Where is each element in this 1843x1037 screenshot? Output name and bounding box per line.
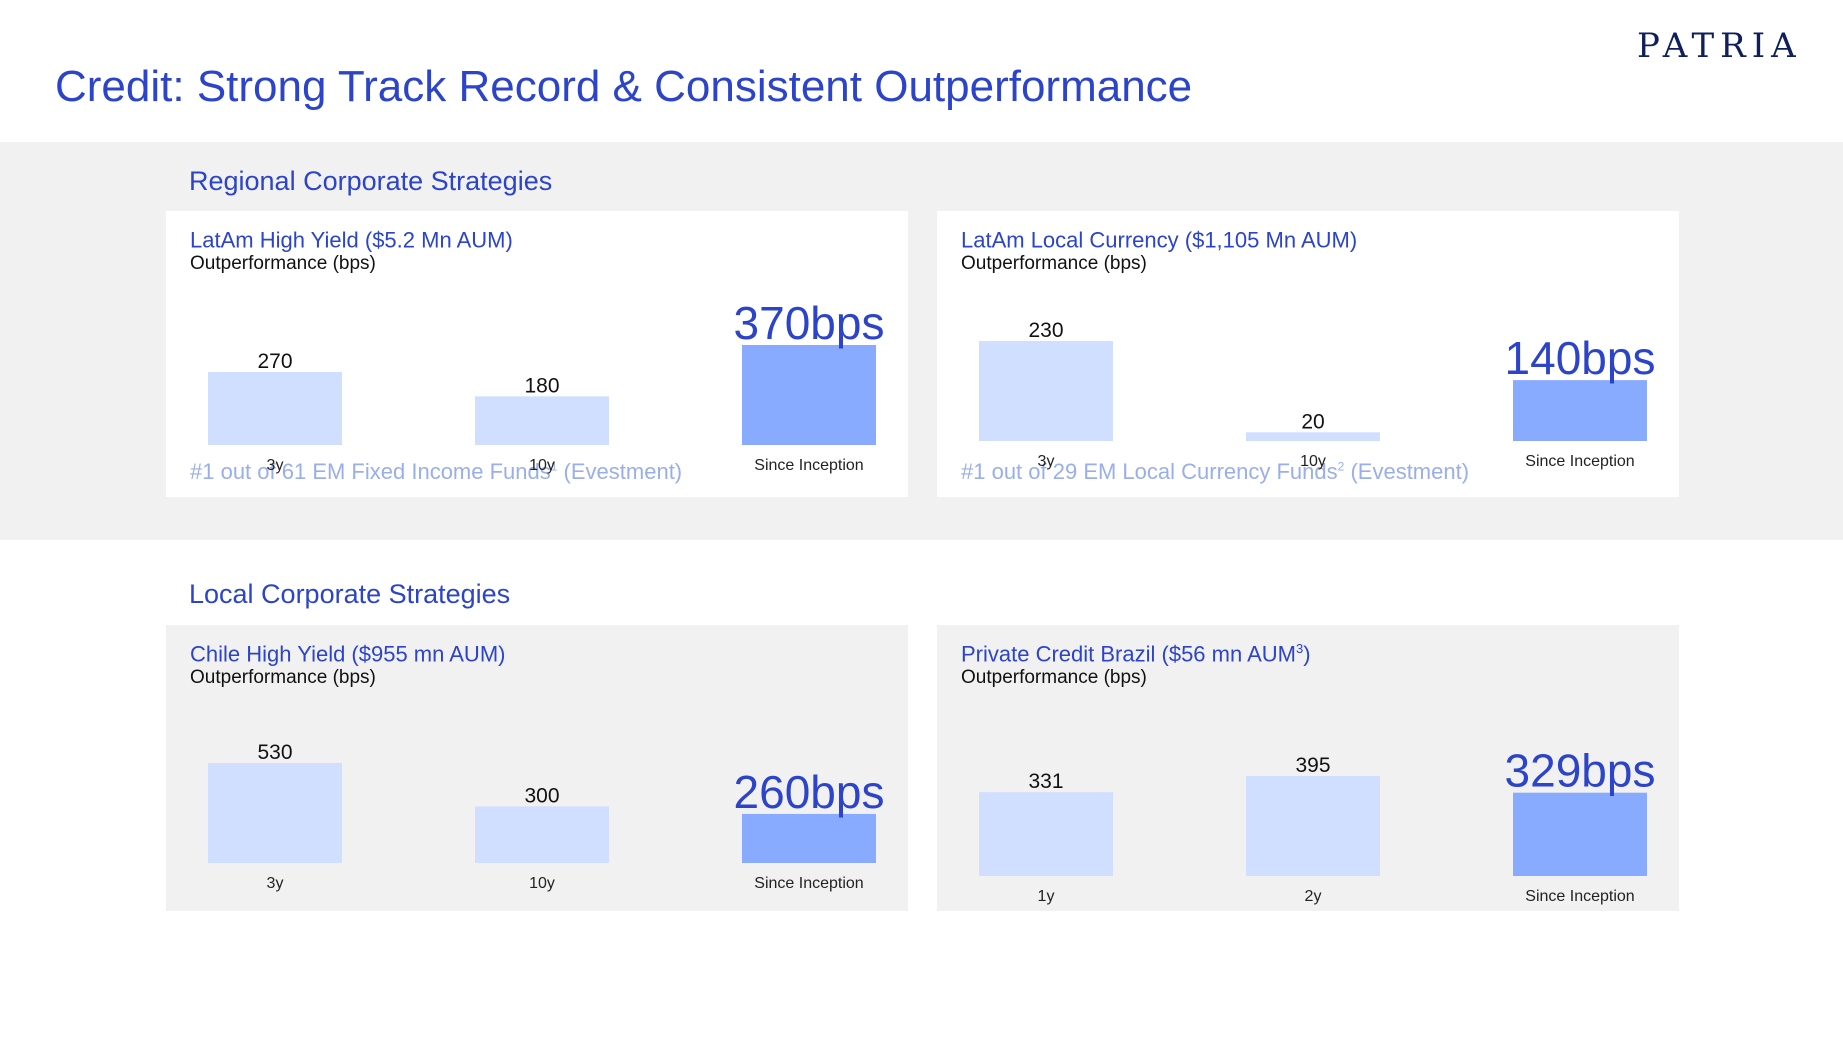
bar-3y bbox=[208, 372, 342, 445]
card-latam-high-yield: LatAm High Yield ($5.2 Mn AUM) Outperfor… bbox=[166, 211, 908, 497]
card-title: Private Credit Brazil ($56 mn AUM3) bbox=[961, 641, 1311, 667]
patria-logo: PATRIA bbox=[1637, 26, 1802, 66]
bar-2y bbox=[1246, 776, 1380, 876]
category-label: 3y bbox=[267, 875, 284, 892]
bar-since-inception bbox=[742, 345, 876, 445]
card-chile-high-yield: Chile High Yield ($955 mn AUM) Outperfor… bbox=[166, 625, 908, 911]
data-label: 230 bbox=[1028, 319, 1063, 342]
section-title-local: Local Corporate Strategies bbox=[189, 579, 511, 609]
data-label: 20 bbox=[1301, 410, 1324, 433]
category-label: 10y bbox=[1300, 453, 1326, 470]
card-latam-local-currency: LatAm Local Currency ($1,105 Mn AUM) Out… bbox=[937, 211, 1679, 497]
bar-since-inception bbox=[1513, 380, 1647, 441]
bar-10y bbox=[475, 806, 609, 863]
data-label: 395 bbox=[1295, 754, 1330, 777]
card-subtitle: Outperformance (bps) bbox=[961, 667, 1147, 688]
category-label: Since Inception bbox=[1525, 453, 1634, 470]
card-title: Chile High Yield ($955 mn AUM) bbox=[190, 641, 506, 667]
category-label: Since Inception bbox=[1525, 888, 1634, 905]
data-label: 331 bbox=[1028, 770, 1063, 793]
bar-10y bbox=[475, 396, 609, 445]
category-label: Since Inception bbox=[754, 875, 863, 892]
data-label: 329bps bbox=[1505, 745, 1656, 797]
category-label: 1y bbox=[1038, 888, 1055, 905]
data-label: 370bps bbox=[734, 297, 885, 349]
bar-since-inception bbox=[742, 813, 876, 863]
card-subtitle: Outperformance (bps) bbox=[190, 253, 376, 274]
bar-1y bbox=[979, 792, 1113, 876]
data-label: 260bps bbox=[734, 766, 885, 818]
data-label: 300 bbox=[524, 784, 559, 807]
section-title-regional: Regional Corporate Strategies bbox=[189, 166, 553, 196]
bar-10y bbox=[1246, 432, 1380, 441]
bar-chart: 270 3y 180 10y 370bps Since Inception bbox=[208, 297, 885, 474]
card-footnote: #1 out of 29 EM Local Currency Funds2 (E… bbox=[961, 459, 1470, 484]
category-label: 10y bbox=[529, 457, 555, 474]
card-subtitle: Outperformance (bps) bbox=[961, 253, 1147, 274]
card-private-credit-brazil: Private Credit Brazil ($56 mn AUM3) Outp… bbox=[937, 625, 1679, 911]
category-label: 10y bbox=[529, 875, 555, 892]
bar-chart: 230 3y 20 10y 140bps Since Inception bbox=[979, 319, 1656, 470]
bar-chart: 530 3y 300 10y 260bps Since Inception bbox=[208, 741, 885, 892]
page-title: Credit: Strong Track Record & Consistent… bbox=[55, 62, 1193, 111]
bar-3y bbox=[208, 763, 342, 863]
data-label: 530 bbox=[257, 741, 292, 764]
bar-chart: 331 1y 395 2y 329bps Since Inception bbox=[979, 745, 1656, 905]
bar-since-inception bbox=[1513, 792, 1647, 876]
card-title: LatAm High Yield ($5.2 Mn AUM) bbox=[190, 227, 513, 253]
category-label: 2y bbox=[1305, 888, 1322, 905]
card-footnote: #1 out of 61 EM Fixed Income Funds1 (Eve… bbox=[190, 459, 683, 484]
data-label: 180 bbox=[524, 374, 559, 397]
category-label: Since Inception bbox=[754, 457, 863, 474]
bar-3y bbox=[979, 341, 1113, 441]
data-label: 270 bbox=[257, 350, 292, 373]
card-title: LatAm Local Currency ($1,105 Mn AUM) bbox=[961, 227, 1358, 253]
card-subtitle: Outperformance (bps) bbox=[190, 667, 376, 688]
data-label: 140bps bbox=[1505, 332, 1656, 384]
category-label: 3y bbox=[1038, 453, 1055, 470]
category-label: 3y bbox=[267, 457, 284, 474]
